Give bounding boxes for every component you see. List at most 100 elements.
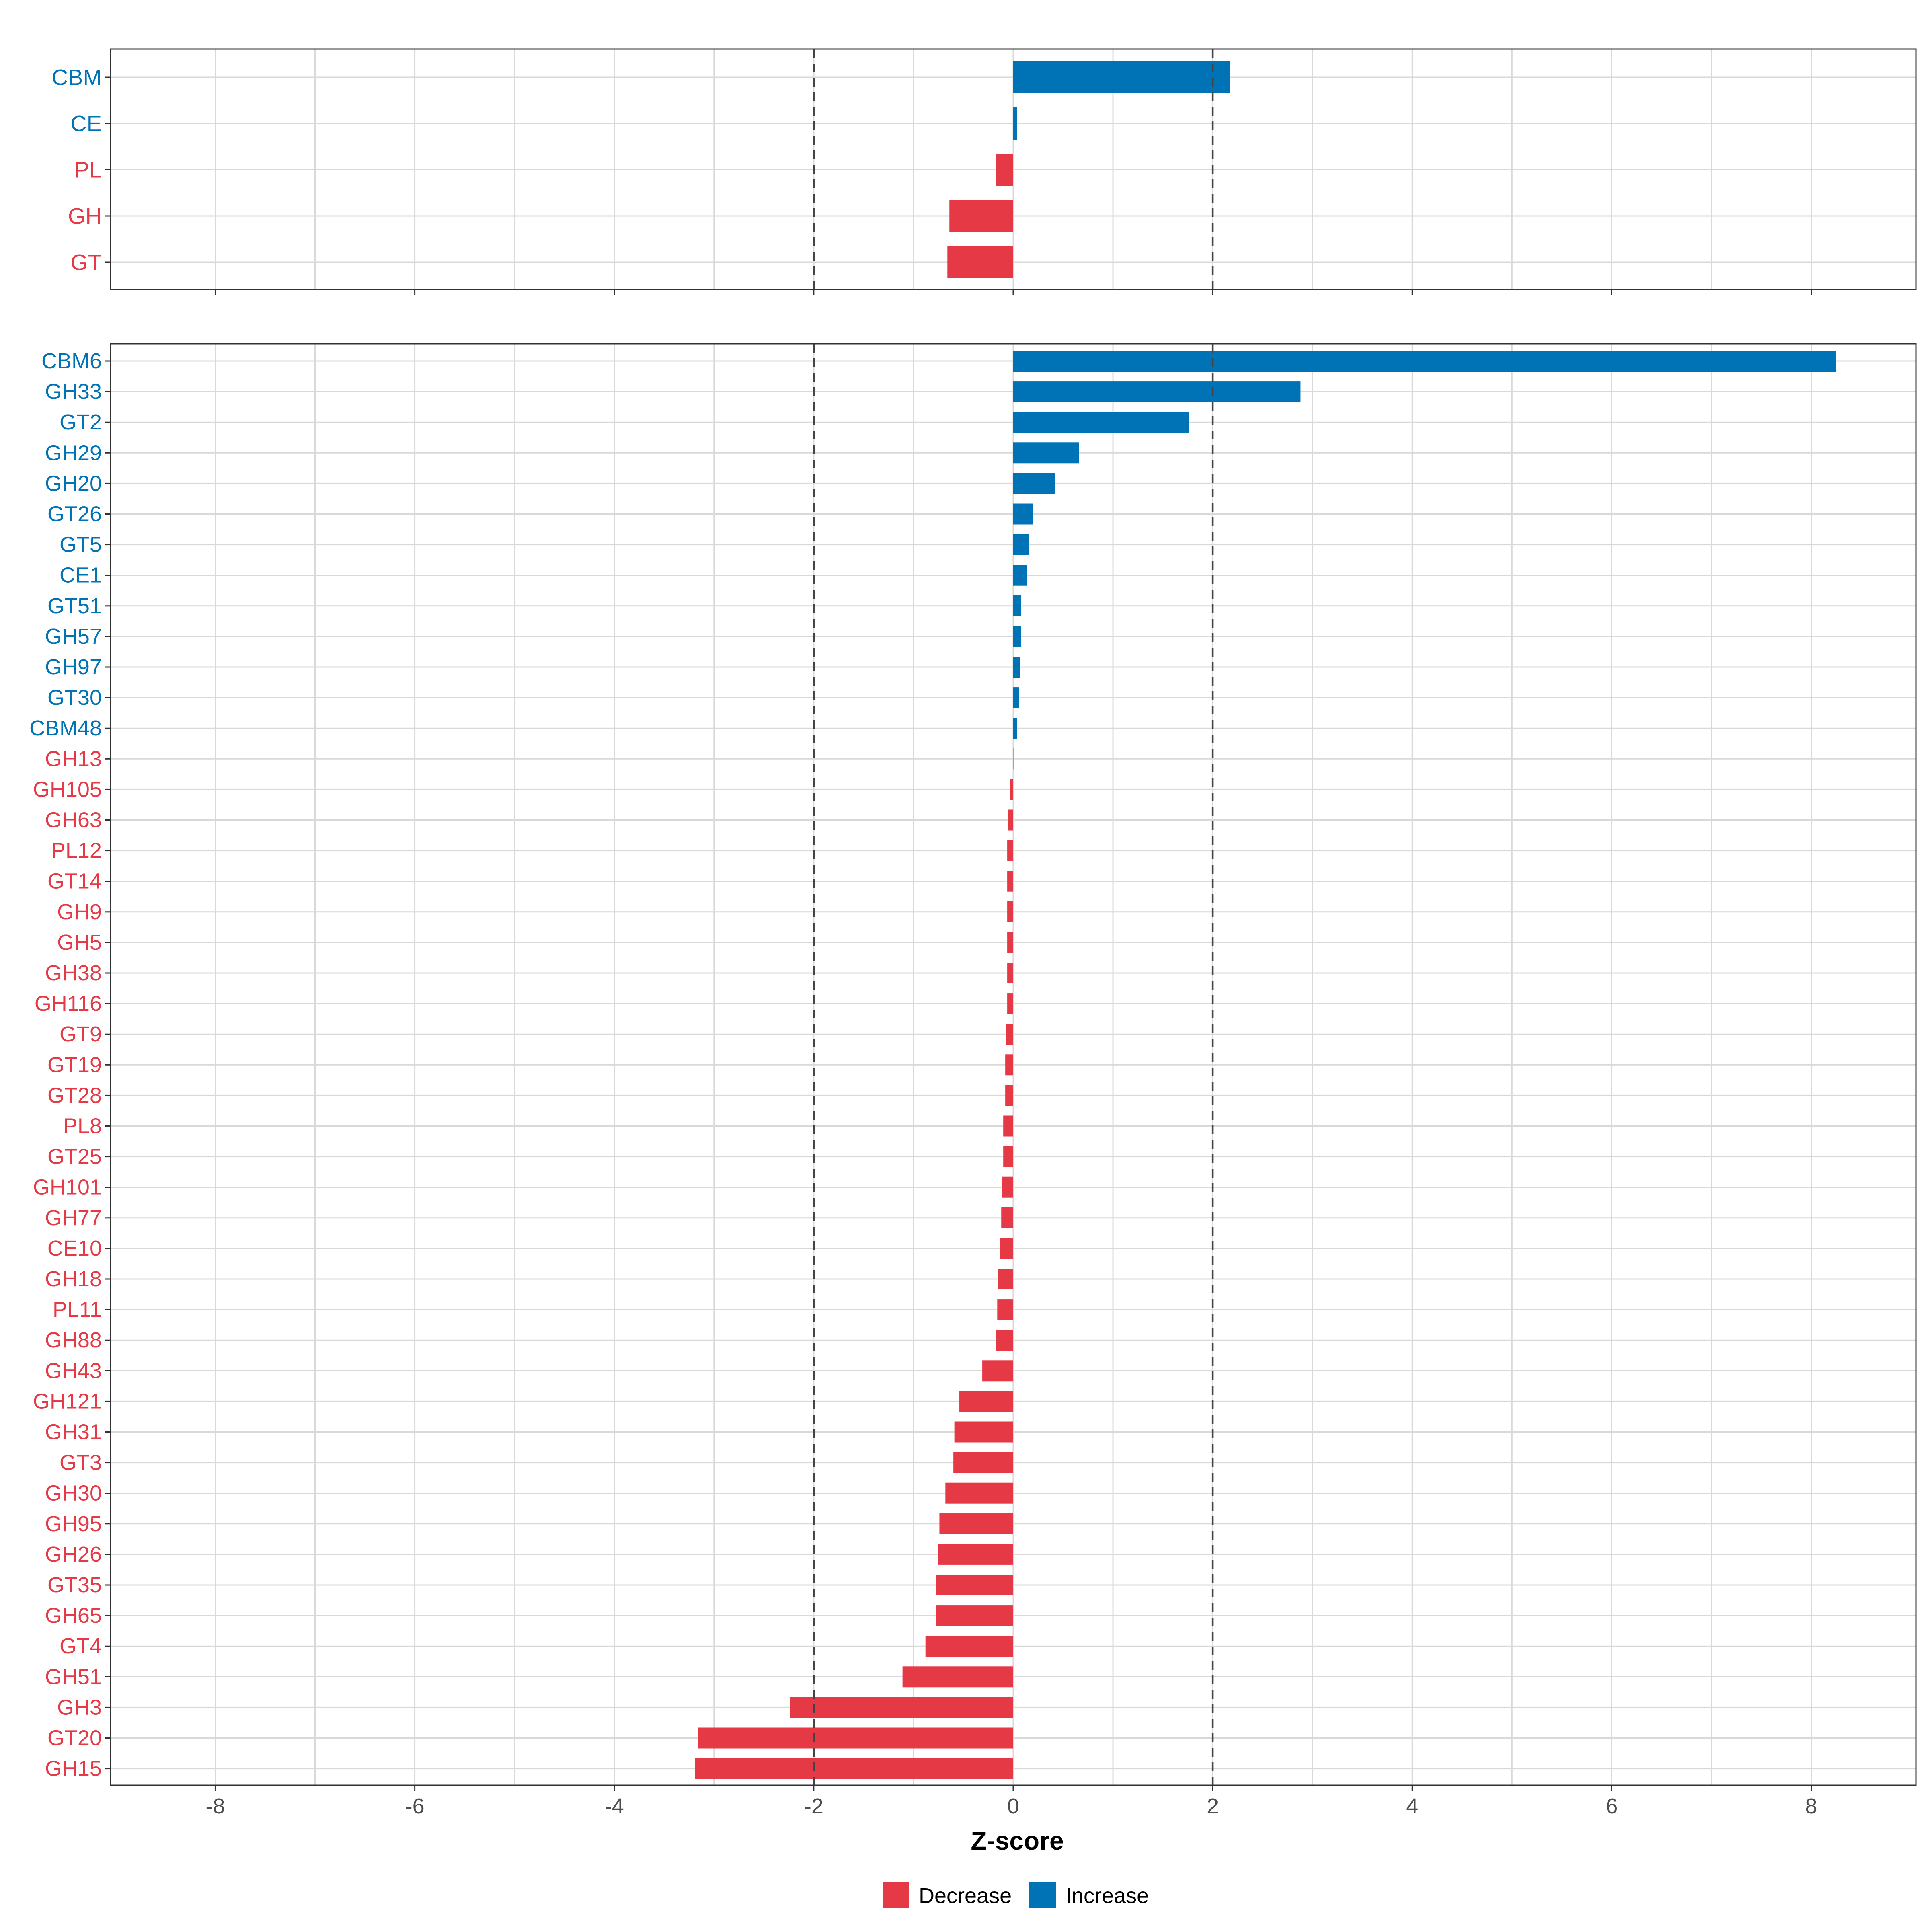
bar-gh57 [1013,626,1021,647]
y-tick-label-gt5: GT5 [60,533,102,557]
bar-gt35 [936,1575,1013,1595]
y-tick-label-gh38: GH38 [45,961,102,985]
bar-gt14 [1007,871,1013,892]
y-tick-label-gt9: GT9 [60,1022,102,1046]
y-tick-label-gt2: GT2 [60,410,102,434]
bar-gh65 [936,1605,1013,1626]
y-tick-label-pl12: PL12 [51,839,102,863]
y-tick-label-gh5: GH5 [57,930,102,955]
y-tick-label-gh95: GH95 [45,1512,102,1536]
bar-gh51 [902,1666,1013,1688]
y-tick-label-gh101: GH101 [33,1175,102,1199]
y-tick-label-gt3: GT3 [60,1451,102,1475]
y-tick-label-gt26: GT26 [47,502,102,526]
y-tick-label-gt20: GT20 [47,1726,102,1750]
bar-pl11 [997,1299,1013,1320]
bar-cbm6 [1013,351,1836,372]
bar-gh105 [1010,779,1013,800]
bar-gh9 [1007,901,1013,922]
bar-gt25 [1003,1146,1013,1167]
y-tick-label-pl11: PL11 [53,1298,102,1322]
bar-gh5 [1007,932,1013,953]
bar-gh121 [959,1391,1013,1412]
bar-ce10 [1000,1238,1013,1259]
x-tick-label: -6 [405,1794,425,1818]
y-tick-label-ce1: CE1 [60,563,102,587]
y-tick-label-gh31: GH31 [45,1420,102,1444]
bar-gh38 [1007,963,1013,983]
bar-gh30 [945,1482,1013,1504]
x-axis: -8 -6 -4 -2 0 2 4 6 8 [205,1794,1817,1818]
bar-pl12 [1007,840,1013,861]
legend: Decrease Increase [883,1882,1149,1908]
y-tick-label-gh26: GH26 [45,1542,102,1567]
bar-gh43 [982,1360,1013,1382]
bar-gh77 [1001,1207,1013,1228]
y-tick-label-ce10: CE10 [47,1236,102,1261]
y-tick-label-pl8: PL8 [63,1114,102,1138]
bar-gt9 [1006,1024,1013,1045]
bar-gt51 [1013,595,1021,616]
legend-swatch-decrease [883,1882,909,1908]
y-tick-label-gt28: GT28 [47,1083,102,1107]
top-panel: CBM CE PL GH GT [52,48,1917,295]
y-tick-label-gt19: GT19 [47,1053,102,1077]
x-axis-label: Z-score [971,1826,1064,1855]
bar-cbm48 [1013,718,1017,739]
legend-label-decrease: Decrease [919,1884,1012,1908]
y-tick-label-gh18: GH18 [45,1267,102,1291]
bar-gt28 [1005,1085,1013,1106]
y-tick-label-cbm48: CBM48 [29,716,102,740]
y-tick-label-gh15: GH15 [45,1757,102,1781]
legend-label-increase: Increase [1066,1884,1149,1908]
y-tick-label-pl: PL [74,157,102,183]
y-tick-label-gt35: GT35 [47,1573,102,1597]
x-tick-label: 2 [1207,1794,1219,1818]
y-tick-label-gh3: GH3 [57,1695,102,1719]
y-tick-label-gh29: GH29 [45,441,102,465]
bar-gt [947,246,1013,278]
y-tick-label-gh77: GH77 [45,1206,102,1230]
y-tick-label-gh20: GH20 [45,471,102,495]
y-tick-label-gh121: GH121 [33,1389,102,1413]
y-tick-label-gt25: GT25 [47,1145,102,1169]
y-tick-label-gh: GH [68,203,102,229]
bar-gh63 [1008,809,1013,831]
bottom-panel: CBM6 GH33 GT2 GH29 GH20 GT26 GT5 CE1 GT51 GH57 GH9… [29,343,1917,1791]
bar-gh [949,200,1013,232]
x-tick-label: -4 [605,1794,624,1818]
y-tick-label-gh51: GH51 [45,1665,102,1689]
y-tick-label-gh9: GH9 [57,900,102,924]
y-tick-label-gt4: GT4 [60,1634,102,1658]
y-tick-label-gh63: GH63 [45,808,102,832]
y-tick-label-gh43: GH43 [45,1359,102,1383]
bar-ce1 [1013,565,1027,586]
y-tick-label-gh116: GH116 [35,992,102,1016]
bar-gh29 [1013,442,1079,464]
y-tick-label-gt: GT [70,250,102,275]
y-tick-label-gh30: GH30 [45,1481,102,1505]
bar-gh3 [790,1697,1013,1718]
bar-pl [996,154,1013,186]
bar-gh97 [1013,657,1020,678]
bar-gh101 [1002,1176,1013,1198]
bar-gh31 [954,1421,1013,1443]
bar-pl8 [1003,1115,1013,1137]
y-tick-label-gh105: GH105 [33,777,102,801]
bar-ce [1013,107,1017,140]
bar-gh26 [938,1544,1013,1565]
x-tick-label: -2 [804,1794,823,1818]
bar-gt20 [698,1727,1013,1749]
bar-gh116 [1007,993,1013,1014]
y-tick-label-gh13: GH13 [45,747,102,771]
y-tick-label-cbm6: CBM6 [41,349,102,373]
x-tick-label: 8 [1805,1794,1817,1818]
y-tick-label-gt30: GT30 [47,686,102,710]
bar-gh20 [1013,473,1055,494]
bar-gt26 [1013,503,1033,525]
bar-gt3 [953,1452,1013,1473]
bar-gt30 [1013,687,1019,708]
x-tick-label: 0 [1007,1794,1019,1818]
bar-gt2 [1013,412,1189,433]
